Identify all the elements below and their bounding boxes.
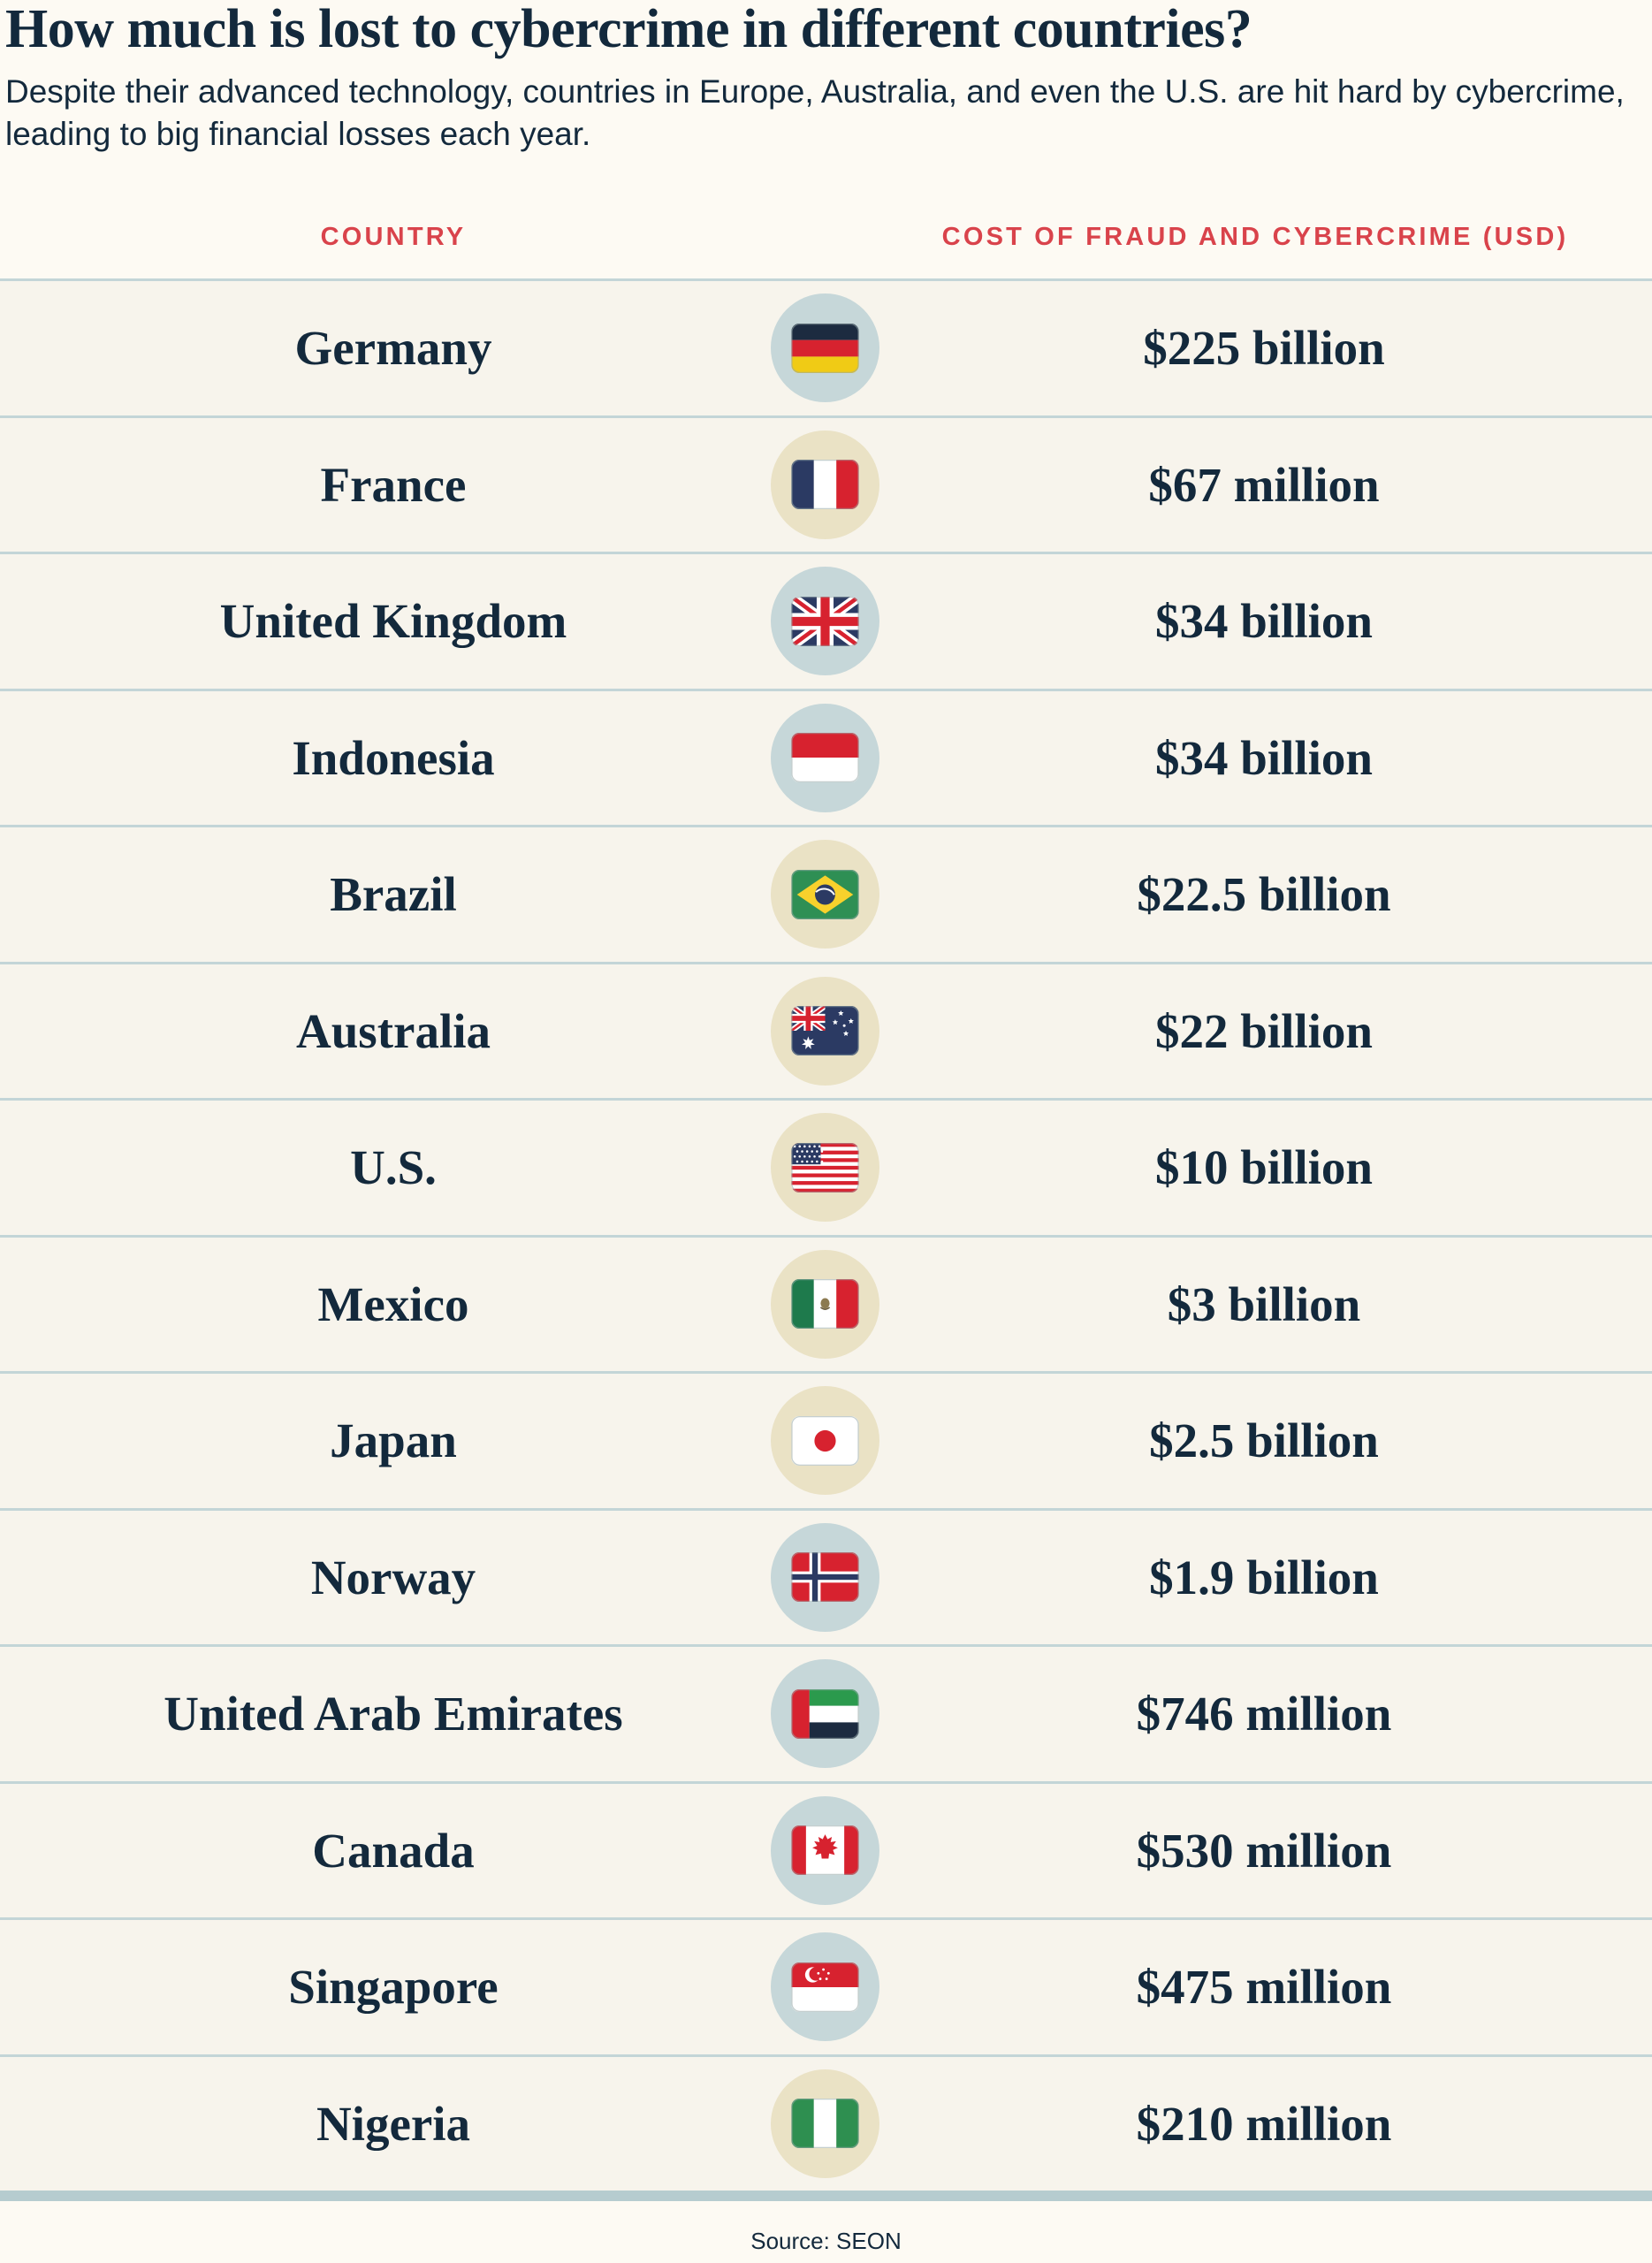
cost-value: $530 million	[1136, 1823, 1392, 1878]
cost-value: $10 billion	[1154, 1140, 1374, 1195]
page-subtitle: Despite their advanced technology, count…	[5, 73, 1625, 152]
flag-circle	[771, 1249, 879, 1359]
flag-circle	[771, 703, 879, 812]
country-name: U.S.	[350, 1140, 437, 1195]
flag-norway-icon	[791, 1552, 859, 1602]
table-row: Canada $530 million	[0, 1783, 1652, 1920]
country-name: Brazil	[330, 867, 457, 922]
flag-circle	[771, 1386, 879, 1495]
cost-value: $225 billion	[1143, 321, 1385, 376]
source-label: Source: SEON	[750, 2228, 902, 2254]
cost-value: $475 million	[1136, 1960, 1392, 2015]
page-title: How much is lost to cybercrime in differ…	[5, 0, 1252, 59]
flag-indonesia-icon	[791, 733, 859, 782]
country-name: United Kingdom	[219, 594, 567, 649]
country-name: Germany	[294, 321, 492, 376]
flag-uae-icon	[791, 1688, 859, 1739]
table-row: Indonesia $34 billion	[0, 690, 1652, 827]
flag-brazil-icon	[791, 869, 859, 919]
flag-circle	[771, 567, 879, 675]
cost-value: $1.9 billion	[1149, 1550, 1379, 1604]
table-row: Mexico $3 billion	[0, 1237, 1652, 1374]
table-row: United Arab Emirates $746 million	[0, 1647, 1652, 1784]
country-cost-table: Germany $225 billion France $67 million …	[0, 278, 1652, 2191]
cost-value: $22 billion	[1154, 1003, 1374, 1058]
country-name: Indonesia	[292, 730, 495, 785]
flag-nigeria-icon	[791, 2099, 859, 2148]
cost-value: $34 billion	[1154, 730, 1374, 785]
flag-circle	[771, 430, 879, 539]
cost-value: $67 million	[1148, 457, 1380, 512]
table-row: Australia $22 billion	[0, 964, 1652, 1101]
cost-value: $210 million	[1136, 2096, 1392, 2151]
country-name: Australia	[296, 1003, 491, 1058]
country-name: Mexico	[317, 1276, 469, 1331]
flag-circle	[771, 1522, 879, 1632]
flag-circle	[771, 1113, 879, 1222]
table-row: Singapore $475 million	[0, 1920, 1652, 2057]
table-row: Japan $2.5 billion	[0, 1374, 1652, 1511]
country-name: Nigeria	[316, 2096, 471, 2151]
table-row: Norway $1.9 billion	[0, 1510, 1652, 1647]
table-row: France $67 million	[0, 417, 1652, 554]
cost-value: $746 million	[1136, 1687, 1392, 1741]
country-name: Japan	[330, 1413, 457, 1468]
country-name: Norway	[310, 1550, 476, 1604]
country-name: Singapore	[288, 1960, 499, 2015]
cost-value: $2.5 billion	[1149, 1413, 1379, 1468]
country-name: United Arab Emirates	[164, 1687, 623, 1741]
flag-mexico-icon	[791, 1279, 859, 1329]
table-row: U.S. $10 billion	[0, 1101, 1652, 1238]
table-bottom-bar	[0, 2191, 1652, 2201]
flag-germany-icon	[791, 323, 859, 373]
flag-us-icon	[791, 1142, 859, 1192]
flag-circle	[771, 840, 879, 949]
table-row: Brazil $22.5 billion	[0, 827, 1652, 964]
country-name: France	[320, 457, 467, 512]
flag-circle	[771, 293, 879, 402]
cost-value: $3 billion	[1167, 1276, 1361, 1331]
flag-circle	[771, 1932, 879, 2041]
cost-value: $34 billion	[1154, 594, 1374, 649]
table-row: United Kingdom $34 billion	[0, 554, 1652, 691]
flag-circle	[771, 1795, 879, 1905]
flag-circle	[771, 2069, 879, 2178]
flag-france-icon	[791, 460, 859, 509]
flag-japan-icon	[791, 1415, 859, 1466]
country-name: Canada	[312, 1823, 475, 1878]
flag-uk-icon	[791, 596, 859, 646]
flag-circle	[771, 976, 879, 1086]
column-header-country: COUNTRY	[320, 222, 467, 251]
flag-canada-icon	[791, 1825, 859, 1875]
column-headers: COUNTRY COST OF FRAUD AND CYBERCRIME (US…	[0, 219, 1652, 255]
table-row: Germany $225 billion	[0, 281, 1652, 418]
column-header-cost: COST OF FRAUD AND CYBERCRIME (USD)	[941, 222, 1569, 251]
table-row: Nigeria $210 million	[0, 2056, 1652, 2191]
flag-circle	[771, 1659, 879, 1768]
cost-value: $22.5 billion	[1137, 867, 1391, 922]
flag-singapore-icon	[791, 1962, 859, 2012]
flag-australia-icon	[791, 1006, 859, 1055]
